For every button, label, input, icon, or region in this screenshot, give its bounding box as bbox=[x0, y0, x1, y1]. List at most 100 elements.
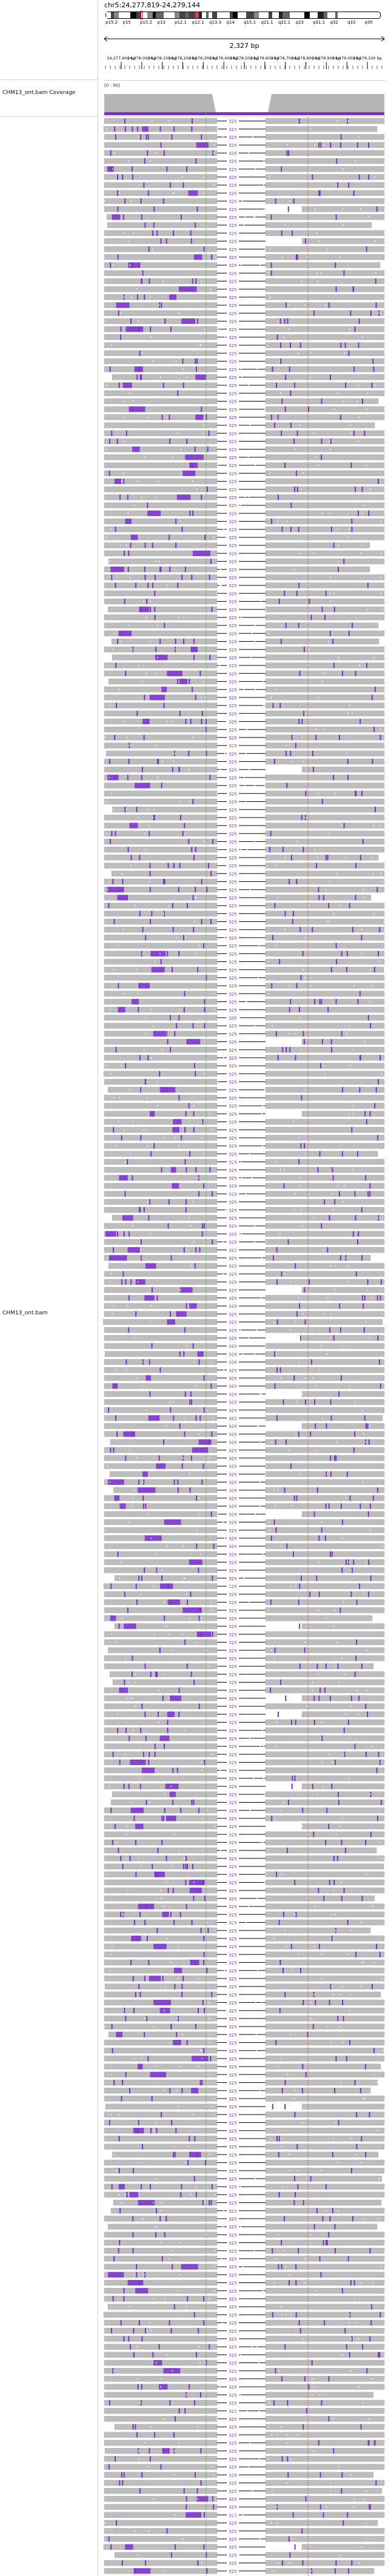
insertion-mark bbox=[304, 1647, 306, 1653]
small-deletion bbox=[155, 1769, 156, 1771]
insertion-mark bbox=[272, 366, 273, 372]
mismatch-cluster bbox=[119, 1503, 126, 1509]
insertion-mark bbox=[360, 2088, 361, 2094]
read-segment bbox=[104, 1495, 218, 1501]
insertion-mark bbox=[163, 702, 165, 708]
insertion-mark bbox=[368, 142, 370, 148]
insertion-label-bg bbox=[227, 967, 239, 972]
small-deletion bbox=[122, 2009, 124, 2011]
small-deletion bbox=[127, 1826, 129, 1828]
insertion-mark bbox=[149, 870, 151, 876]
small-deletion bbox=[241, 616, 242, 618]
small-deletion bbox=[160, 1897, 162, 1899]
insertion-mark bbox=[334, 2088, 336, 2094]
small-deletion bbox=[121, 2202, 122, 2204]
read-segment bbox=[265, 478, 385, 485]
insertion-mark bbox=[295, 1055, 296, 1061]
small-deletion bbox=[149, 825, 150, 827]
cytoband-label: p13 bbox=[157, 20, 166, 25]
insertion-label-bg bbox=[227, 2241, 239, 2245]
small-deletion bbox=[149, 296, 151, 298]
insertion-mark bbox=[201, 1479, 203, 1485]
insertion-label-bg bbox=[227, 1544, 239, 1549]
insertion-mark bbox=[197, 318, 199, 324]
insertion-mark bbox=[149, 1391, 151, 1397]
read-segment bbox=[265, 710, 385, 716]
small-deletion bbox=[360, 1922, 361, 1923]
insertion-mark bbox=[179, 863, 181, 869]
insertion-label-bg bbox=[227, 2008, 239, 2013]
insertion-mark bbox=[351, 2336, 353, 2342]
small-deletion bbox=[157, 1569, 158, 1571]
small-deletion bbox=[130, 264, 131, 266]
insertion-mark bbox=[343, 1727, 345, 1734]
alignment-track[interactable]: 325 325 325 325 325 325 325 325 325 325 325 325 325 3… bbox=[102, 116, 386, 2576]
insertion-label-bg bbox=[227, 951, 239, 957]
insertion-mark bbox=[344, 342, 346, 348]
small-deletion bbox=[383, 921, 385, 923]
mismatch-cluster bbox=[162, 1911, 169, 1917]
small-deletion bbox=[354, 2498, 355, 2500]
small-deletion bbox=[189, 1617, 190, 1619]
small-deletion bbox=[124, 296, 125, 298]
insertion-mark bbox=[125, 1063, 127, 1069]
coverage-track[interactable]: [0 - 90] bbox=[103, 80, 386, 115]
small-deletion bbox=[339, 2554, 340, 2556]
small-deletion bbox=[330, 1265, 332, 1267]
read-segment bbox=[104, 542, 218, 548]
insertion-mark bbox=[115, 134, 116, 140]
insertion-label-bg bbox=[227, 2201, 239, 2205]
read-segment bbox=[104, 574, 218, 580]
read-segment bbox=[104, 174, 218, 180]
insertion-mark bbox=[319, 2256, 321, 2262]
insertion-mark bbox=[327, 855, 329, 861]
small-deletion bbox=[176, 2090, 178, 2091]
insertion-mark bbox=[289, 2280, 290, 2285]
insertion-mark bbox=[184, 822, 186, 829]
insertion-mark bbox=[284, 318, 286, 324]
insertion-label: 325 bbox=[229, 1784, 236, 1789]
small-deletion bbox=[321, 673, 323, 674]
read-segment bbox=[265, 1767, 385, 1774]
read-segment bbox=[265, 1863, 384, 1869]
read-segment bbox=[104, 710, 218, 716]
insertion-mark bbox=[321, 1223, 323, 1229]
insertion-mark bbox=[343, 270, 345, 276]
read-segment bbox=[265, 1999, 385, 2006]
insertion-mark bbox=[278, 2264, 279, 2270]
insertion-mark bbox=[284, 590, 286, 596]
insertion-mark bbox=[272, 2248, 273, 2254]
insertion-mark bbox=[357, 1239, 359, 1245]
insertion-mark bbox=[309, 599, 310, 604]
insertion-mark bbox=[319, 1063, 321, 1069]
read-segment bbox=[265, 918, 385, 925]
small-deletion bbox=[330, 593, 331, 594]
small-deletion bbox=[306, 1737, 307, 1739]
insertion-label: 325 bbox=[229, 1376, 236, 1381]
coverage-track-label[interactable]: CHM13_ont.bam Coverage bbox=[2, 90, 76, 96]
mismatch-cluster bbox=[188, 190, 198, 196]
small-deletion bbox=[141, 1257, 142, 1259]
insertion-mark bbox=[190, 1960, 192, 1965]
small-deletion bbox=[162, 280, 164, 282]
insertion-mark bbox=[349, 2352, 350, 2358]
insertion-mark bbox=[338, 735, 340, 741]
small-deletion bbox=[363, 2097, 365, 2099]
insertion-label-bg bbox=[227, 2561, 239, 2566]
insertion-mark bbox=[330, 374, 332, 380]
insertion-mark bbox=[303, 710, 305, 716]
insertion-label: 325 bbox=[229, 1016, 236, 1021]
small-deletion bbox=[301, 1826, 303, 1828]
small-deletion bbox=[275, 1161, 277, 1163]
insertion-mark bbox=[201, 406, 202, 412]
read-segment bbox=[265, 454, 385, 460]
mismatch-cluster bbox=[125, 2544, 133, 2550]
insertion-mark bbox=[175, 647, 176, 653]
small-deletion bbox=[359, 1217, 361, 1219]
small-deletion bbox=[139, 184, 140, 186]
alignment-track-label[interactable]: CHM13_ont.bam bbox=[2, 1310, 48, 1316]
locus-text[interactable]: chr5:24,277,819-24,279,144 bbox=[104, 1, 201, 9]
chromosome-ideogram[interactable] bbox=[105, 11, 381, 19]
mismatch-cluster bbox=[169, 1791, 176, 1797]
insertion-mark bbox=[378, 950, 380, 957]
